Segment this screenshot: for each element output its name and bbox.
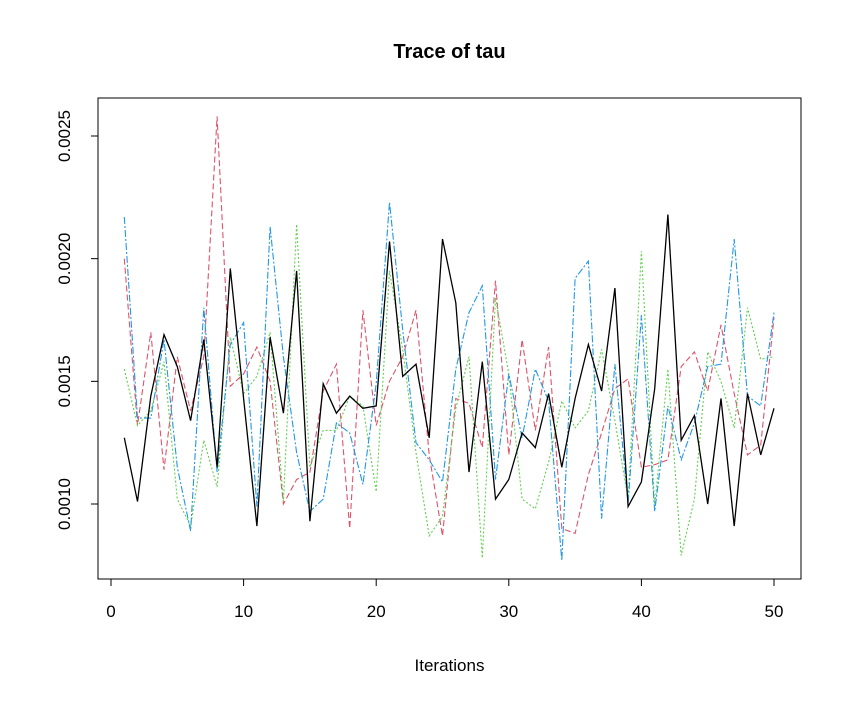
x-tick-label: 20 (367, 602, 386, 621)
x-tick-label: 40 (632, 602, 651, 621)
y-tick-label: 0.0025 (55, 110, 74, 162)
x-tick-label: 10 (234, 602, 253, 621)
series-line-4 (123, 202, 775, 561)
y-tick-label: 0.0010 (55, 478, 74, 530)
series-line-2 (123, 116, 775, 536)
x-tick-label: 30 (499, 602, 518, 621)
chart-title: Trace of tau (393, 41, 505, 63)
x-axis: 0 10 20 30 40 50 (106, 578, 784, 621)
x-tick-label: 0 (106, 602, 115, 621)
plot-frame (97, 97, 802, 580)
series-line-1 (123, 214, 775, 527)
y-axis: 0.0010 0.0015 0.0020 0.0025 (55, 110, 99, 530)
y-tick-label: 0.0015 (55, 355, 74, 407)
y-tick-label: 0.0020 (55, 233, 74, 285)
x-axis-label: Iterations (415, 656, 485, 675)
x-tick-label: 50 (765, 602, 784, 621)
series-layer (123, 116, 775, 561)
